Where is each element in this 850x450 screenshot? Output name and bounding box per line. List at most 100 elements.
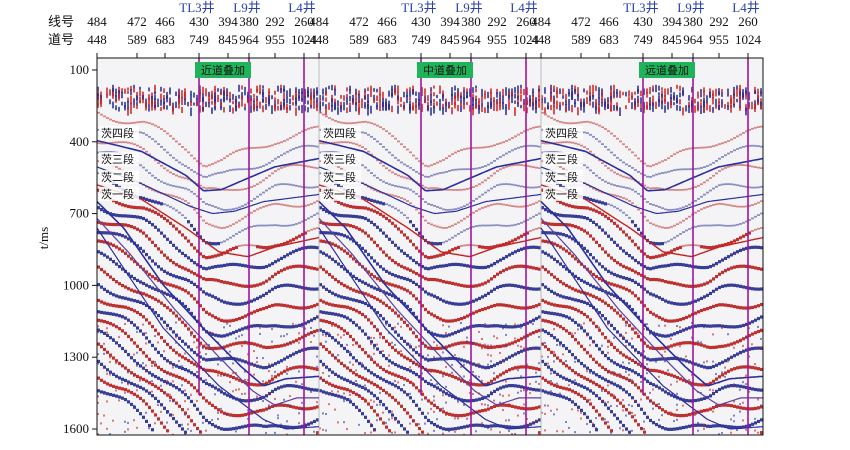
seismic-wiggle	[334, 151, 337, 154]
seismic-wiggle	[295, 380, 297, 383]
seismic-wiggle	[310, 266, 313, 270]
seismic-wiggle	[601, 98, 603, 103]
seismic-wiggle	[613, 104, 615, 111]
seismic-wiggle	[295, 184, 298, 187]
seismic-wiggle	[352, 205, 355, 209]
seismic-wiggle	[616, 384, 619, 388]
seismic-wiggle	[97, 310, 100, 314]
seismic-wiggle	[370, 89, 372, 98]
seismic-wiggle	[415, 403, 418, 407]
seismic-wiggle	[460, 317, 463, 321]
seismic-wiggle	[253, 350, 255, 353]
seismic-wiggle	[430, 255, 433, 259]
seismic-wiggle	[274, 157, 277, 160]
seismic-wiggle	[550, 91, 552, 98]
seismic-wiggle	[106, 231, 109, 235]
seismic-wiggle	[358, 144, 361, 147]
seismic-wiggle	[205, 368, 208, 372]
seismic-wiggle	[133, 392, 136, 396]
seismic-wiggle	[376, 277, 379, 281]
seismic-wiggle	[412, 105, 414, 111]
seismic-wiggle	[307, 87, 309, 94]
seismic-wiggle	[499, 142, 502, 145]
seismic-wiggle	[355, 276, 358, 281]
seismic-wiggle	[568, 384, 570, 387]
seismic-wiggle	[229, 262, 232, 267]
seismic-wiggle	[319, 98, 321, 105]
seismic-wiggle	[430, 203, 433, 206]
seismic-wiggle	[649, 222, 652, 225]
seismic-wiggle	[541, 328, 544, 332]
seismic-wiggle	[559, 341, 562, 345]
seismic-wiggle	[343, 95, 345, 101]
seismic-wiggle	[295, 100, 297, 107]
seismic-wiggle	[322, 390, 325, 394]
seismic-wiggle	[586, 399, 589, 403]
seismic-wiggle	[406, 91, 408, 97]
seismic-wiggle	[304, 321, 307, 325]
seismic-wiggle	[517, 85, 519, 94]
seismic-wiggle	[481, 409, 484, 413]
seismic-wiggle	[619, 275, 622, 279]
seismic-wiggle	[280, 224, 283, 227]
seismic-wiggle	[463, 363, 465, 366]
seismic-wiggle	[175, 341, 177, 344]
seismic-wiggle	[148, 97, 150, 105]
seismic-wiggle	[412, 348, 415, 352]
seismic-wiggle	[487, 324, 490, 328]
seismic-wiggle	[367, 293, 370, 297]
seismic-wiggle	[376, 413, 379, 417]
seismic-wiggle	[601, 417, 604, 421]
seismic-wiggle	[613, 171, 616, 174]
seismic-wiggle	[580, 361, 583, 366]
seismic-wiggle	[322, 142, 325, 145]
seismic-wiggle	[175, 101, 177, 109]
seismic-wiggle	[541, 98, 543, 103]
seismic-wiggle	[295, 236, 298, 240]
seismic-wiggle	[457, 329, 460, 333]
seismic-wiggle	[394, 185, 397, 187]
seismic-wiggle	[652, 277, 655, 282]
seismic-wiggle	[433, 369, 436, 373]
seismic-wiggle	[649, 267, 652, 271]
seismic-wiggle	[220, 264, 223, 268]
seismic-wiggle	[160, 128, 163, 130]
seismic-wiggle	[193, 102, 195, 106]
seismic-wiggle	[241, 344, 243, 347]
seismic-wiggle	[193, 335, 195, 338]
seismic-wiggle	[448, 344, 450, 347]
seismic-wiggle	[631, 369, 634, 373]
seismic-wiggle	[133, 404, 135, 407]
seismic-wiggle	[364, 206, 367, 210]
seismic-wiggle	[346, 343, 348, 346]
seismic-wiggle	[475, 244, 478, 247]
seismic-wiggle	[118, 202, 121, 206]
seismic-wiggle	[445, 157, 448, 160]
seismic-wiggle	[427, 256, 430, 260]
seismic-wiggle	[619, 140, 622, 143]
seismic-wiggle	[574, 205, 577, 209]
seismic-wiggle	[127, 400, 130, 404]
seismic-wiggle	[220, 208, 223, 211]
seismic-wiggle	[481, 181, 484, 184]
seismic-wiggle	[412, 258, 415, 263]
seismic-wiggle	[598, 159, 601, 162]
seismic-wiggle	[232, 189, 235, 191]
seismic-wiggle	[574, 332, 576, 335]
seismic-wiggle	[436, 161, 439, 164]
seismic-wiggle	[340, 141, 343, 144]
seismic-wiggle	[592, 153, 595, 156]
seismic-wiggle	[367, 252, 370, 257]
seismic-wiggle	[151, 102, 153, 111]
seismic-wiggle	[151, 123, 154, 126]
seismic-wiggle	[196, 389, 199, 393]
seismic-wiggle	[346, 235, 349, 239]
seismic-wiggle	[574, 239, 577, 243]
seismic-wiggle	[187, 239, 190, 243]
seismic-wiggle	[106, 331, 108, 334]
seismic-wiggle	[118, 121, 121, 124]
seismic-wiggle	[301, 348, 304, 352]
seismic-wiggle	[403, 266, 406, 270]
seismic-wiggle	[199, 162, 202, 165]
seismic-wiggle	[184, 277, 187, 281]
